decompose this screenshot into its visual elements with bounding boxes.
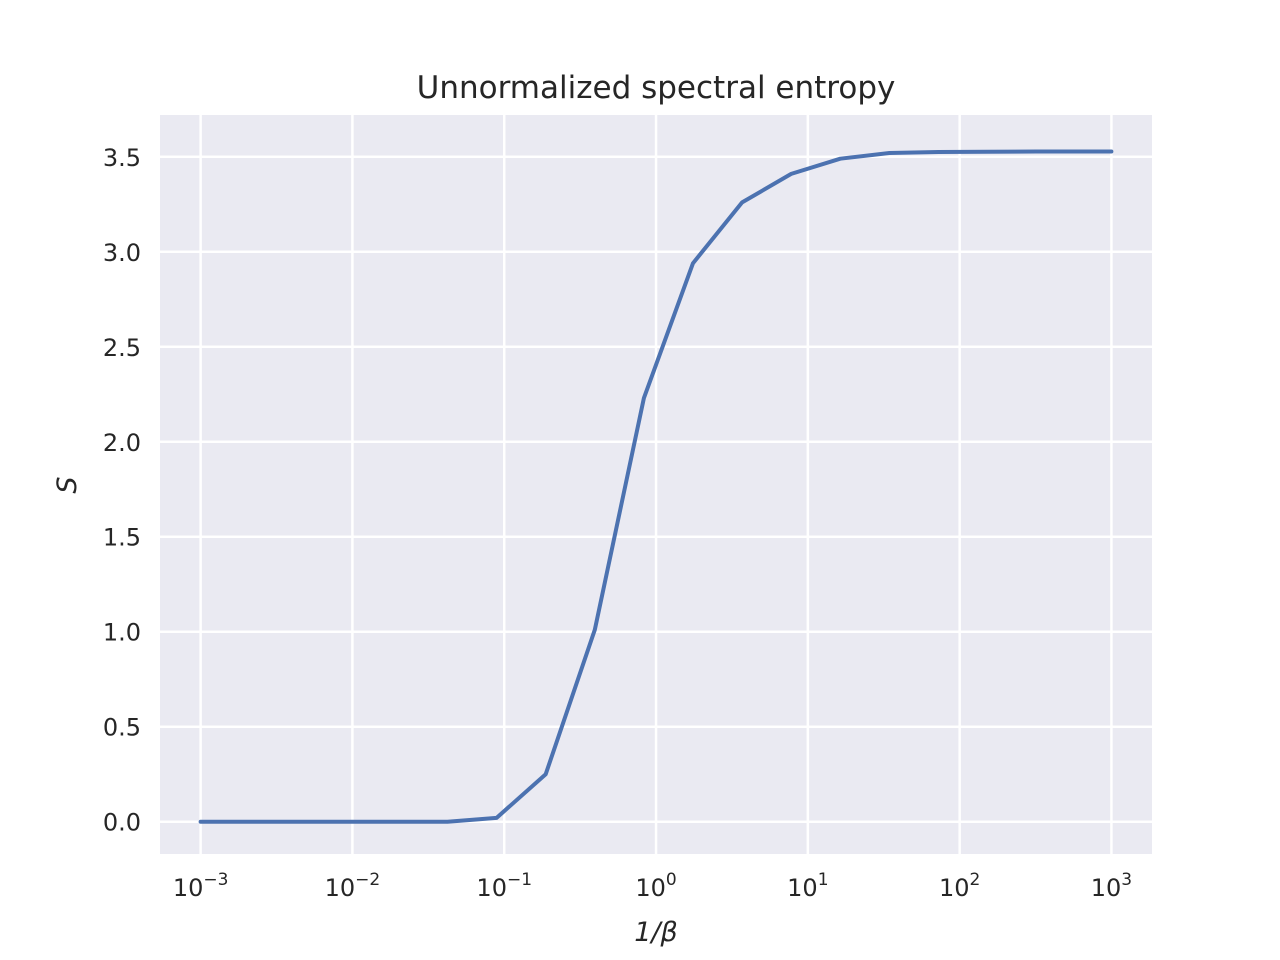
- x-tick-label: 10−1: [476, 870, 532, 902]
- x-tick-labels: 10−3 10−2 10−1 100 101 102 103: [173, 870, 1132, 902]
- x-tick-label: 100: [635, 870, 676, 902]
- y-tick-label: 0.5: [103, 714, 141, 742]
- y-tick-labels: 0.0 0.5 1.0 1.5 2.0 2.5 3.0 3.5: [103, 144, 141, 837]
- y-tick-label: 1.5: [103, 524, 141, 552]
- x-tick-label: 101: [787, 870, 828, 902]
- x-tick-label: 10−2: [325, 870, 381, 902]
- x-gridlines: [199, 115, 1113, 854]
- chart-title: Unnormalized spectral entropy: [417, 70, 896, 106]
- y-tick-label: 0.0: [103, 809, 141, 837]
- series-line: [198, 149, 1114, 824]
- y-tick-label: 2.5: [103, 334, 141, 362]
- x-axis-label: 1/β: [634, 917, 678, 948]
- x-tick-label: 102: [939, 870, 980, 902]
- y-tick-label: 3.5: [103, 144, 141, 172]
- y-tick-label: 3.0: [103, 239, 141, 267]
- x-tick-label: 10−3: [173, 870, 229, 902]
- y-tick-label: 1.0: [103, 619, 141, 647]
- x-tick-label: 103: [1091, 870, 1132, 902]
- y-tick-label: 2.0: [103, 429, 141, 457]
- y-axis-label: S: [52, 476, 83, 493]
